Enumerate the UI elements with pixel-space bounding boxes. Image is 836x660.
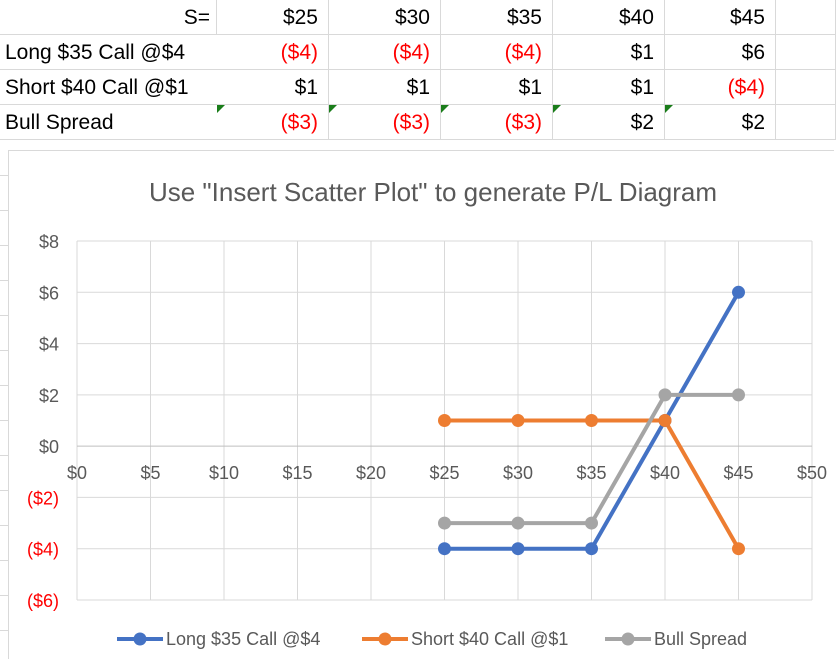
x-tick-label: $35 (576, 463, 606, 483)
header-value-cell[interactable]: $30 (329, 0, 441, 35)
data-point[interactable] (511, 414, 525, 427)
legend-marker (621, 632, 635, 646)
formula-warning-icon (553, 105, 561, 113)
pl-chart[interactable]: Use "Insert Scatter Plot" to generate P/… (8, 150, 834, 659)
value-cell[interactable]: $1 (553, 70, 665, 105)
legend-label: Long $35 Call @$4 (166, 629, 320, 649)
header-label-cell[interactable]: S= (0, 0, 217, 35)
data-point[interactable] (658, 414, 672, 427)
header-value-cell[interactable]: $25 (217, 0, 329, 35)
data-point[interactable] (511, 542, 525, 556)
y-tick-label: ($2) (27, 488, 59, 508)
empty-cell[interactable] (776, 105, 836, 140)
row-label-cell[interactable]: Long $35 Call @$4 (0, 35, 217, 70)
y-tick-label: $6 (39, 283, 59, 303)
value-cell[interactable]: $2 (665, 105, 776, 140)
empty-cell[interactable] (776, 0, 836, 35)
sheet-gridline (0, 560, 8, 561)
empty-cell[interactable] (776, 35, 836, 70)
x-tick-label: $45 (723, 463, 753, 483)
sheet-gridline (0, 175, 8, 176)
x-tick-label: $30 (503, 463, 533, 483)
header-value-cell[interactable]: $35 (441, 0, 553, 35)
pl-chart-svg: Use "Insert Scatter Plot" to generate P/… (27, 177, 827, 649)
data-point[interactable] (438, 414, 451, 427)
sheet-gridline (0, 630, 8, 631)
x-tick-label: $20 (356, 463, 386, 483)
y-tick-label: ($6) (27, 591, 59, 611)
formula-warning-icon (329, 105, 337, 113)
data-point[interactable] (732, 285, 745, 299)
data-point[interactable] (438, 542, 451, 556)
data-point[interactable] (585, 542, 598, 556)
value-cell[interactable]: ($4) (441, 35, 553, 70)
sheet-gridline (0, 455, 8, 456)
y-tick-label: $0 (39, 437, 59, 457)
sheet-gridline (0, 280, 8, 281)
value-cell[interactable]: $1 (329, 70, 441, 105)
value-cell[interactable]: ($3) (329, 105, 441, 140)
value-cell[interactable]: ($4) (217, 35, 329, 70)
data-point[interactable] (438, 516, 451, 530)
sheet-gridline (0, 245, 8, 246)
value-cell[interactable]: ($4) (329, 35, 441, 70)
legend-label: Short $40 Call @$1 (411, 629, 568, 649)
header-value-cell[interactable]: $45 (665, 0, 776, 35)
legend-marker (378, 632, 392, 646)
x-tick-label: $40 (650, 463, 680, 483)
y-tick-label: $8 (39, 232, 59, 252)
value-cell[interactable]: ($3) (441, 105, 553, 140)
x-tick-label: $15 (282, 463, 312, 483)
value-cell[interactable]: $1 (441, 70, 553, 105)
data-point[interactable] (511, 516, 525, 530)
legend-label: Bull Spread (654, 629, 747, 649)
formula-warning-icon (665, 105, 673, 113)
chart-title: Use "Insert Scatter Plot" to generate P/… (149, 177, 717, 207)
row-label-cell[interactable]: Short $40 Call @$1 (0, 70, 217, 105)
y-tick-label: $2 (39, 386, 59, 406)
x-tick-label: $25 (429, 463, 459, 483)
value-cell[interactable]: $2 (553, 105, 665, 140)
x-tick-label: $50 (797, 463, 827, 483)
x-tick-label: $0 (67, 463, 87, 483)
data-point[interactable] (585, 414, 598, 427)
data-point[interactable] (732, 388, 745, 402)
header-value-cell[interactable]: $40 (553, 0, 665, 35)
y-tick-label: ($4) (27, 540, 59, 560)
sheet-gridline (0, 525, 8, 526)
data-point[interactable] (585, 516, 598, 530)
value-cell[interactable]: $6 (665, 35, 776, 70)
legend-marker (133, 632, 147, 646)
value-cell[interactable]: ($4) (665, 70, 776, 105)
sheet-gridline (0, 350, 8, 351)
formula-warning-icon (441, 105, 449, 113)
sheet-gridline (0, 595, 8, 596)
sheet-gridline (0, 315, 8, 316)
value-cell[interactable]: $1 (217, 70, 329, 105)
y-tick-label: $4 (39, 335, 59, 355)
value-cell[interactable]: $1 (553, 35, 665, 70)
x-tick-label: $5 (140, 463, 160, 483)
sheet-gridline (0, 385, 8, 386)
x-tick-label: $10 (209, 463, 239, 483)
row-label-cell[interactable]: Bull Spread (0, 105, 217, 140)
data-point[interactable] (658, 388, 672, 402)
empty-cell[interactable] (776, 70, 836, 105)
sheet-gridline (0, 420, 8, 421)
sheet-gridline (0, 490, 8, 491)
spreadsheet-table: S= $25 $30 $35 $40 $45 Long $35 Call @$4 ($4) ($… (0, 0, 836, 145)
value-cell[interactable]: ($3) (217, 105, 329, 140)
sheet-gridline (0, 210, 8, 211)
formula-warning-icon (217, 105, 225, 113)
data-point[interactable] (732, 542, 745, 556)
